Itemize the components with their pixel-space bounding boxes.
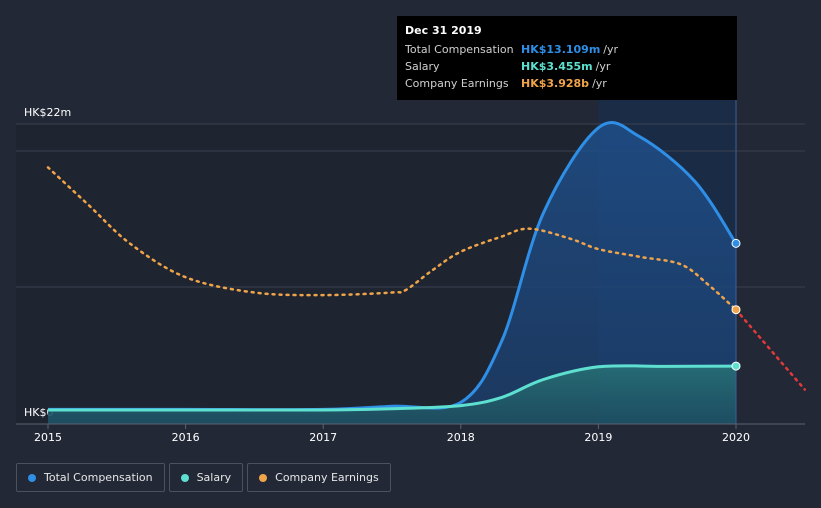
tooltip-value: HK$3.455m <box>521 60 593 73</box>
x-tick-label-2015: 2015 <box>34 431 62 444</box>
tooltip-value: HK$3.928b <box>521 77 590 90</box>
company-earnings-forecast-line <box>734 308 807 391</box>
legend-dot-icon <box>259 473 268 482</box>
x-tick-label-2017: 2017 <box>309 431 337 444</box>
legend-dot-icon <box>28 473 36 482</box>
legend-label: Company Earnings <box>275 471 379 484</box>
salary-point <box>731 361 741 371</box>
tooltip-date: Dec 31 2019 <box>405 24 482 37</box>
y-axis-bottom-label: HK$0 <box>24 406 53 419</box>
legend-item-company-earnings[interactable]: Company Earnings <box>247 463 391 492</box>
total-compensation-area <box>48 122 736 424</box>
x-tick-label-2018: 2018 <box>447 431 475 444</box>
x-tick-label-2019: 2019 <box>584 431 612 444</box>
legend-label: Total Compensation <box>44 471 153 484</box>
tooltip-value: HK$13.109m <box>521 43 601 56</box>
tooltip-row-salary: Salary HK$3.455m /yr <box>405 58 729 75</box>
tooltip-row-company-earnings: Company Earnings HK$3.928b /yr <box>405 75 729 92</box>
legend-label: Salary <box>196 471 232 484</box>
company-earnings-point <box>731 305 741 315</box>
tooltip-unit: /yr <box>603 43 619 56</box>
tooltip-row-total-compensation: Total Compensation HK$13.109m /yr <box>405 41 729 58</box>
tooltip-unit: /yr <box>592 77 607 90</box>
legend-item-salary[interactable]: Salary <box>168 463 244 492</box>
salary-area <box>48 365 736 424</box>
legend: Total Compensation Salary Company Earnin… <box>16 463 391 492</box>
legend-dot-icon <box>180 473 189 482</box>
legend-item-total-compensation[interactable]: Total Compensation <box>16 463 165 492</box>
company-earnings-line <box>46 166 738 311</box>
total-compensation-point <box>731 238 741 248</box>
x-tick-label-2016: 2016 <box>172 431 200 444</box>
tooltip: Dec 31 2019 Total Compensation HK$13.109… <box>397 16 737 100</box>
y-axis-top-label: HK$22m <box>24 106 71 119</box>
tooltip-unit: /yr <box>595 60 611 73</box>
salary-line <box>48 364 737 412</box>
tooltip-label: Company Earnings <box>405 77 509 90</box>
x-tick-label-2020: 2020 <box>722 431 750 444</box>
tooltip-label: Salary <box>405 60 440 73</box>
tooltip-label: Total Compensation <box>405 43 514 56</box>
